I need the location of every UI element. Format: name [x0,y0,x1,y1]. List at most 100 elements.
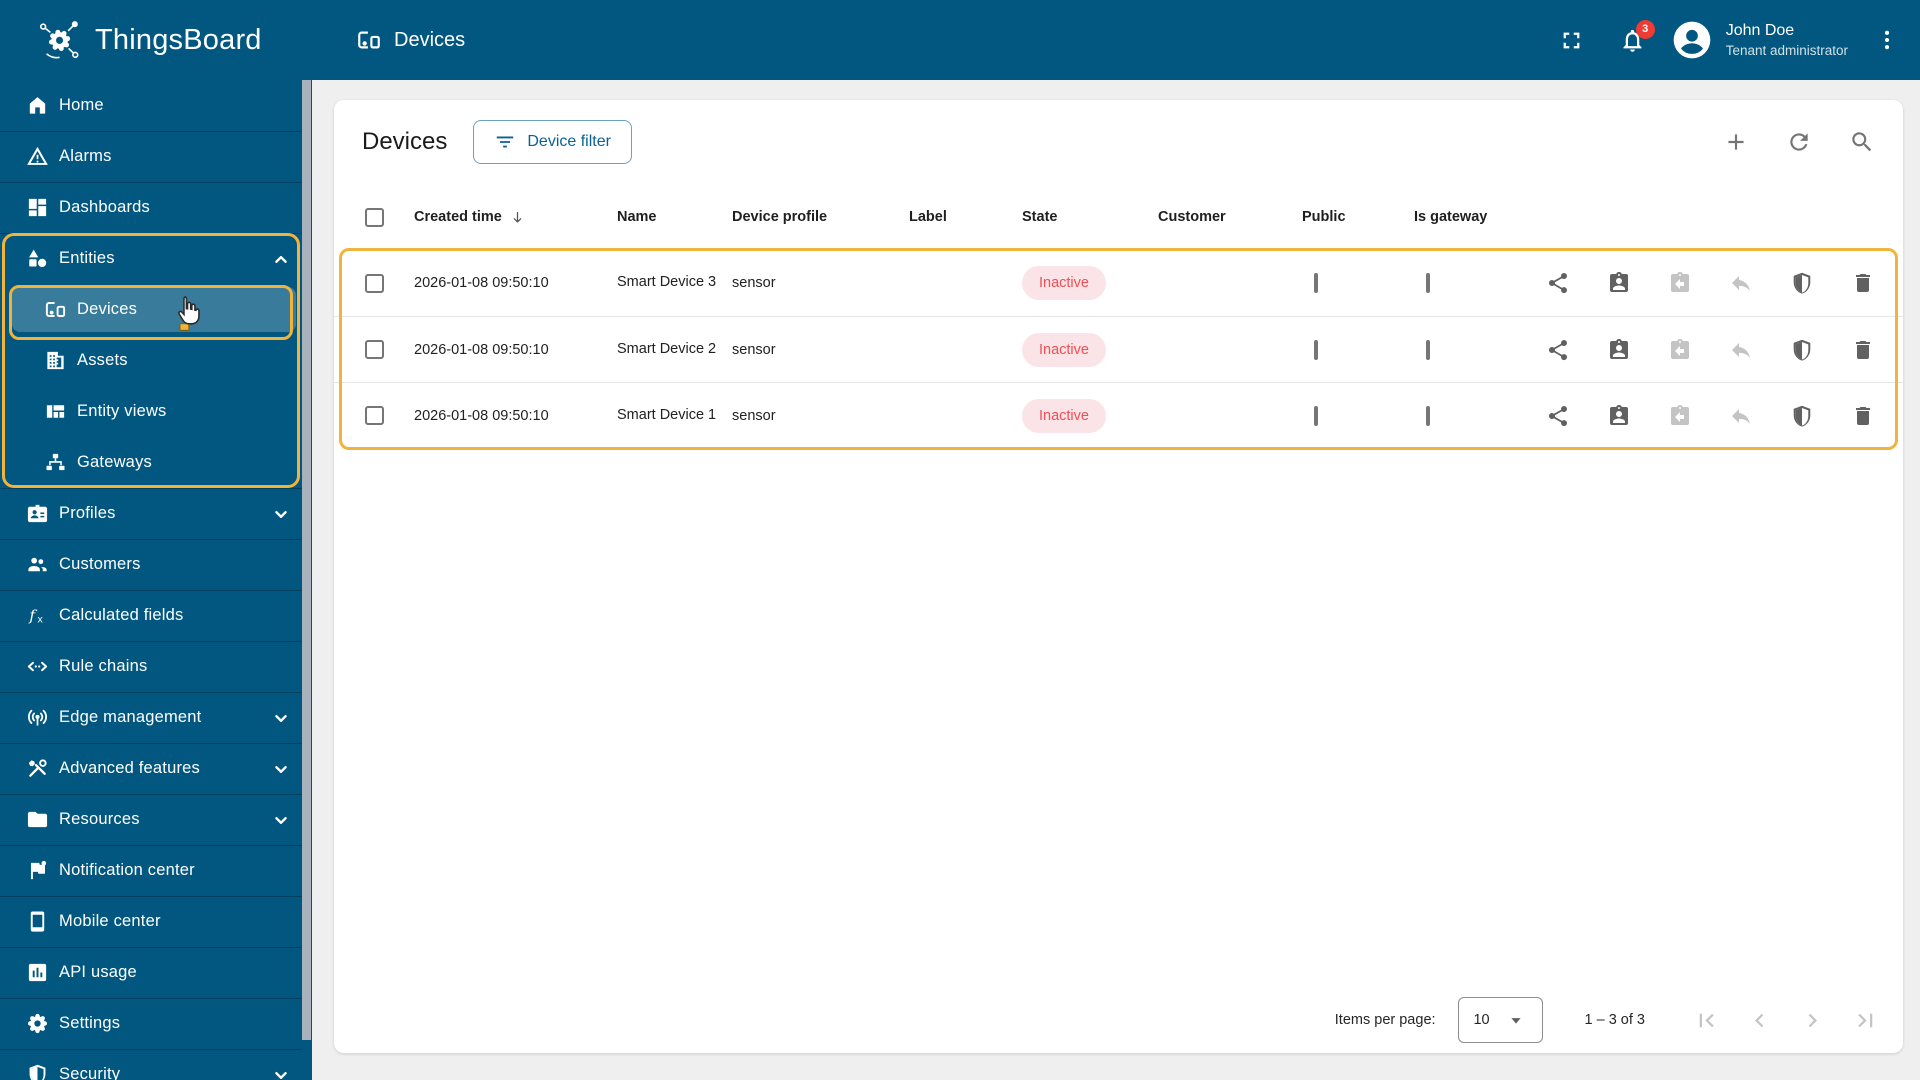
is-gateway-checkbox[interactable] [1426,273,1430,293]
table-row[interactable]: 2026-01-08 09:50:10 Smart Device 1 senso… [334,382,1903,448]
filter-icon [494,131,516,153]
avatar[interactable] [1670,18,1714,62]
sidebar-scrollbar[interactable] [302,80,311,1040]
select-all-checkbox[interactable] [365,207,384,227]
cell-created-time: 2026-01-08 09:50:10 [414,275,549,291]
sidebar-item-label: Rule chains [59,657,148,675]
row-checkbox[interactable] [365,340,384,359]
sidebar-item-entities[interactable]: Entities [0,233,312,284]
delete-button[interactable] [1851,338,1875,362]
next-page-icon [1799,1007,1826,1034]
fullscreen-button[interactable] [1558,27,1585,54]
sidebar-item-devices[interactable]: Devices [0,284,312,335]
public-checkbox[interactable] [1314,273,1318,293]
search-icon [1849,129,1875,155]
mobile-icon [26,910,49,933]
sidebar-item-calculated-fields[interactable]: Calculated fields [0,590,312,641]
public-checkbox[interactable] [1314,339,1318,360]
sidebar-item-label: Security [59,1065,121,1080]
sidebar-item-notification-center[interactable]: Notification center [0,845,312,896]
sidebar-item-label: Assets [77,351,128,369]
last-page-icon [1852,1007,1879,1034]
assign-to-customer-button[interactable] [1607,271,1631,295]
sidebar-item-mobile-center[interactable]: Mobile center [0,896,312,947]
assign-to-customer-button[interactable] [1607,338,1631,362]
column-header-state[interactable]: State [1022,209,1058,225]
is-gateway-checkbox[interactable] [1426,405,1430,426]
delete-button[interactable] [1851,404,1875,428]
sidebar-item-resources[interactable]: Resources [0,794,312,845]
device-filter-button[interactable]: Device filter [473,120,632,164]
share-icon [1546,338,1570,362]
sidebar-item-label: Settings [59,1014,121,1032]
unassign-from-customer-button [1668,404,1692,428]
table-header: Created time Name Device profile Label S… [334,184,1903,250]
more-menu-button[interactable] [1874,27,1900,53]
cell-created-time: 2026-01-08 09:50:10 [414,341,549,358]
previous-page-button [1746,1007,1773,1034]
manage-credentials-button[interactable] [1790,338,1814,362]
row-actions [1520,338,1903,362]
sidebar-item-assets[interactable]: Assets [0,335,312,386]
cell-created-time: 2026-01-08 09:50:10 [414,407,549,424]
more-vert-icon [1874,27,1900,53]
column-header-device-profile[interactable]: Device profile [732,209,828,225]
column-header-created-time[interactable]: Created time [414,209,617,226]
items-per-page-select[interactable]: 10 [1457,997,1543,1043]
share-button[interactable] [1546,271,1570,295]
manage-credentials-button[interactable] [1790,271,1814,295]
assign-to-customer-button[interactable] [1607,404,1631,428]
row-checkbox[interactable] [365,406,384,425]
column-header-label[interactable]: Label [909,209,947,225]
sidebar-item-gateways[interactable]: Gateways [0,437,312,488]
is-gateway-checkbox[interactable] [1426,339,1430,360]
sidebar-item-profiles[interactable]: Profiles [0,488,312,539]
column-header-public[interactable]: Public [1302,209,1346,225]
customers-icon [26,553,49,576]
column-header-customer[interactable]: Customer [1158,209,1226,225]
row-actions [1520,271,1903,295]
sidebar-item-home[interactable]: Home [0,80,312,131]
user-info: John Doe Tenant administrator [1726,21,1848,59]
sidebar-item-advanced-features[interactable]: Advanced features [0,743,312,794]
table-row[interactable]: 2026-01-08 09:50:10 Smart Device 2 senso… [334,316,1903,382]
delete-button[interactable] [1851,271,1875,295]
rule-chains-icon [26,655,49,678]
row-checkbox[interactable] [365,273,384,293]
sidebar-item-alarms[interactable]: Alarms [0,131,312,182]
sidebar-item-label: Edge management [59,708,202,726]
refresh-icon [1786,129,1812,155]
user-role: Tenant administrator [1725,42,1848,58]
sidebar-item-api-usage[interactable]: API usage [0,947,312,998]
assignment-return-icon [1668,404,1692,428]
table-row[interactable]: 2026-01-08 09:50:10 Smart Device 3 senso… [334,250,1903,316]
share-button[interactable] [1546,404,1570,428]
public-checkbox[interactable] [1314,405,1318,426]
security-icon [26,1063,49,1080]
sidebar-item-dashboards[interactable]: Dashboards [0,182,312,233]
share-button[interactable] [1546,338,1570,362]
column-header-name[interactable]: Name [617,209,657,225]
sidebar-item-rule-chains[interactable]: Rule chains [0,641,312,692]
sidebar-item-settings[interactable]: Settings [0,998,312,1049]
cell-name: Smart Device 2 [617,340,717,357]
add-device-button[interactable] [1723,129,1749,155]
notifications-button[interactable]: 3 [1619,19,1655,54]
sidebar-item-security[interactable]: Security [0,1049,312,1080]
items-per-page-value: 10 [1473,1012,1490,1028]
make-private-button [1729,271,1753,295]
table-toolbar-icons [1723,129,1875,155]
brand[interactable]: ThingsBoard [36,0,262,80]
share-icon [1546,404,1570,428]
sidebar-item-label: Dashboards [59,198,150,216]
refresh-button[interactable] [1786,129,1812,155]
manage-credentials-button[interactable] [1790,404,1814,428]
first-page-icon [1693,1007,1720,1034]
sidebar-item-edge-management[interactable]: Edge management [0,692,312,743]
column-header-is-gateway[interactable]: Is gateway [1414,209,1488,225]
sidebar-item-customers[interactable]: Customers [0,539,312,590]
reply-icon [1729,338,1753,362]
search-button[interactable] [1849,129,1875,155]
sidebar-item-entity-views[interactable]: Entity views [0,386,312,437]
chevron-down-icon [270,809,292,831]
